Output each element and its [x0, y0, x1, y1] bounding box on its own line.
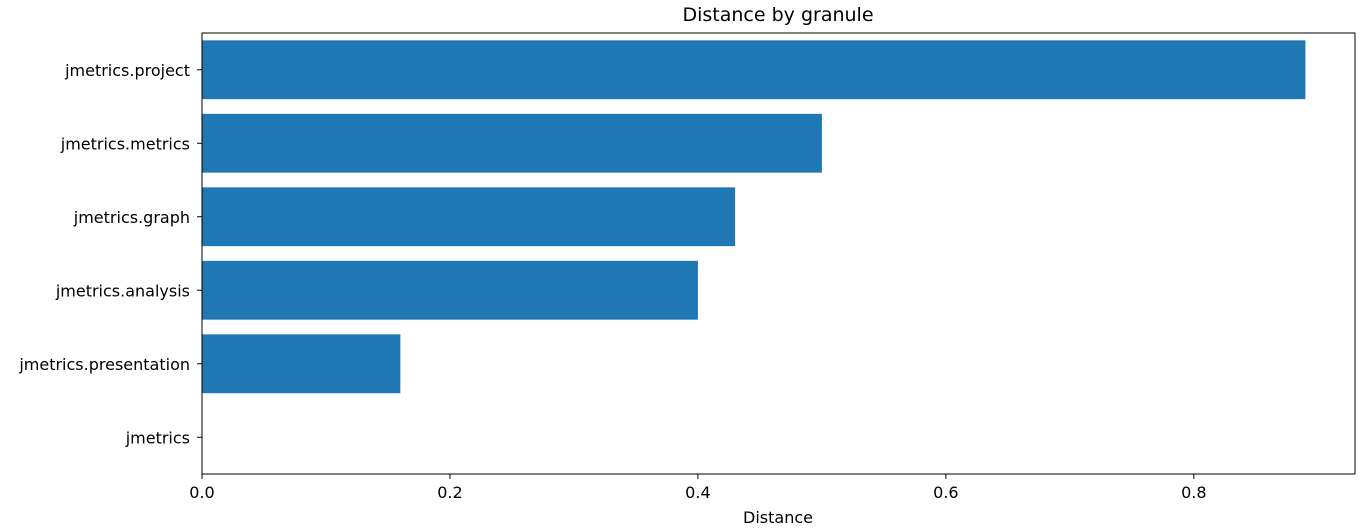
- y-ticks: jmetrics jmetrics.presentation jmetrics.an…: [18, 61, 202, 447]
- plot-frame: [201, 32, 1356, 475]
- y-tick-label: jmetrics: [125, 428, 190, 447]
- x-tick-label: 0.4: [685, 483, 710, 502]
- y-tick-label: jmetrics.analysis: [55, 281, 190, 300]
- x-tick-label: 0.2: [437, 483, 462, 502]
- x-tick-label: 0.0: [189, 483, 214, 502]
- bar-jmetrics-presentation: [202, 334, 401, 394]
- y-tick-label: jmetrics.presentation: [18, 355, 190, 374]
- chart-title: Distance by granule: [682, 4, 873, 26]
- bars-layer: [202, 40, 1306, 394]
- y-tick-label: jmetrics.project: [64, 61, 190, 80]
- y-tick-label: jmetrics.metrics: [60, 134, 190, 153]
- x-tick-label: 0.8: [1181, 483, 1206, 502]
- bar-jmetrics-graph: [202, 187, 736, 247]
- x-tick-label: 0.6: [933, 483, 958, 502]
- x-ticks: 0.0 0.2 0.4 0.6 0.8: [189, 474, 1207, 502]
- axes-layer: [201, 32, 1356, 475]
- y-tick-label: jmetrics.graph: [73, 208, 190, 227]
- bar-jmetrics-project: [202, 40, 1306, 100]
- x-axis-label: Distance: [743, 508, 813, 527]
- bar-jmetrics-metrics: [202, 113, 822, 173]
- bar-jmetrics-analysis: [202, 260, 698, 320]
